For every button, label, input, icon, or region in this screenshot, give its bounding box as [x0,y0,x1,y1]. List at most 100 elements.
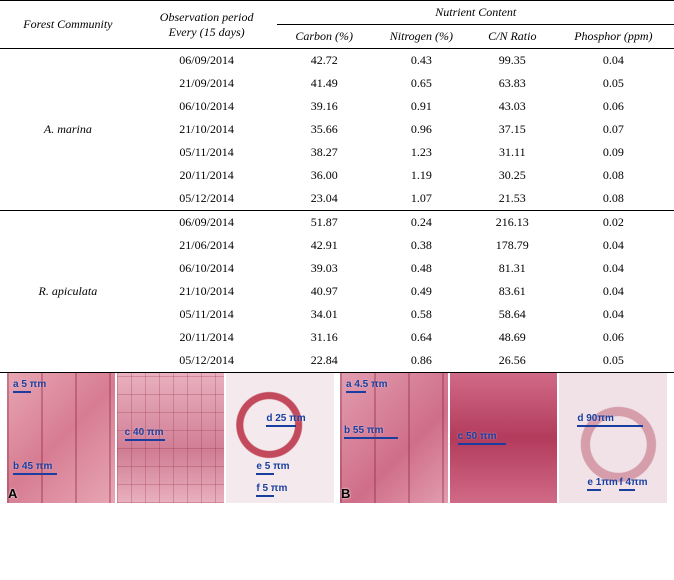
cell-phos: 0.04 [553,234,674,257]
cell-cn: 63.83 [472,72,553,95]
cell-date: 05/12/2014 [136,349,278,373]
cell-phos: 0.04 [553,280,674,303]
cell-date: 05/11/2014 [136,141,278,164]
cell-phos: 0.07 [553,118,674,141]
nutrient-table: Forest Community Observation period Ever… [0,0,674,373]
cell-nitrogen: 0.49 [371,280,472,303]
cell-phos: 0.06 [553,326,674,349]
forest-community-cell: A. marina [0,49,136,211]
meas-a-f: f 5 πm [256,483,287,497]
cell-phos: 0.08 [553,187,674,211]
cell-date: 21/06/2014 [136,234,278,257]
cell-nitrogen: 1.07 [371,187,472,211]
cell-cn: 178.79 [472,234,553,257]
table-row: A. marina06/09/201442.720.4399.350.04 [0,49,674,73]
cell-cn: 81.31 [472,257,553,280]
cell-carbon: 41.49 [277,72,370,95]
panel-b: a 4.5 πm b 55 πm c 50 πm d 90πm e 1πm [339,373,668,503]
cell-carbon: 42.91 [277,234,370,257]
panel-a-sub3: d 25 πm e 5 πm f 5 πm [226,373,334,503]
th-phosphor: Phosphor (ppm) [553,25,674,49]
panel-b-label: B [341,486,350,501]
cell-date: 06/09/2014 [136,211,278,235]
cell-cn: 26.56 [472,349,553,373]
cell-phos: 0.09 [553,141,674,164]
cell-carbon: 40.97 [277,280,370,303]
cell-phos: 0.05 [553,72,674,95]
th-cn-ratio: C/N Ratio [472,25,553,49]
cell-cn: 37.15 [472,118,553,141]
cell-carbon: 22.84 [277,349,370,373]
cell-nitrogen: 0.91 [371,95,472,118]
cell-nitrogen: 0.38 [371,234,472,257]
th-nutrient-content: Nutrient Content [277,1,674,25]
cell-date: 21/09/2014 [136,72,278,95]
micrograph-figure: a 5 πm b 45 πm c 40 πm d 25 πm e 5 πm [0,373,674,503]
cell-nitrogen: 0.86 [371,349,472,373]
meas-a-a: a 5 πm [13,379,46,393]
cell-carbon: 39.16 [277,95,370,118]
cell-cn: 216.13 [472,211,553,235]
meas-b-c: c 50 πm [458,431,506,445]
cell-phos: 0.08 [553,164,674,187]
cell-carbon: 51.87 [277,211,370,235]
th-nitrogen: Nitrogen (%) [371,25,472,49]
cell-date: 20/11/2014 [136,164,278,187]
meas-a-e: e 5 πm [256,461,289,475]
cell-cn: 83.61 [472,280,553,303]
panel-b-sub3: d 90πm e 1πm f 4πm [559,373,667,503]
cell-phos: 0.06 [553,95,674,118]
th-observation-period-l2: Every (15 days) [169,25,245,39]
cell-nitrogen: 0.48 [371,257,472,280]
cell-nitrogen: 0.65 [371,72,472,95]
th-observation-period: Observation period Every (15 days) [136,1,278,49]
cell-date: 21/10/2014 [136,118,278,141]
cell-cn: 21.53 [472,187,553,211]
cell-cn: 31.11 [472,141,553,164]
table-body: A. marina06/09/201442.720.4399.350.0421/… [0,49,674,373]
meas-b-b: b 55 πm [344,425,398,439]
cell-carbon: 35.66 [277,118,370,141]
meas-b-a: a 4.5 πm [346,379,388,393]
cell-cn: 99.35 [472,49,553,73]
cell-carbon: 34.01 [277,303,370,326]
cell-phos: 0.04 [553,49,674,73]
th-carbon: Carbon (%) [277,25,370,49]
panel-a: a 5 πm b 45 πm c 40 πm d 25 πm e 5 πm [6,373,335,503]
cell-nitrogen: 0.24 [371,211,472,235]
table-row: R. apiculata06/09/201451.870.24216.130.0… [0,211,674,235]
th-forest-community: Forest Community [0,1,136,49]
cell-carbon: 36.00 [277,164,370,187]
cell-date: 05/12/2014 [136,187,278,211]
cell-carbon: 42.72 [277,49,370,73]
cell-nitrogen: 0.58 [371,303,472,326]
cell-nitrogen: 1.19 [371,164,472,187]
cell-phos: 0.02 [553,211,674,235]
cell-phos: 0.05 [553,349,674,373]
meas-b-e: e 1πm [587,477,617,491]
panel-b-sub1: a 4.5 πm b 55 πm [340,373,448,503]
cell-date: 06/09/2014 [136,49,278,73]
cell-cn: 43.03 [472,95,553,118]
panel-b-sub2: c 50 πm [450,373,558,503]
cell-carbon: 31.16 [277,326,370,349]
cell-carbon: 39.03 [277,257,370,280]
cell-phos: 0.04 [553,257,674,280]
cell-nitrogen: 0.43 [371,49,472,73]
cell-cn: 58.64 [472,303,553,326]
forest-community-cell: R. apiculata [0,211,136,373]
cell-nitrogen: 1.23 [371,141,472,164]
cell-phos: 0.04 [553,303,674,326]
cell-carbon: 23.04 [277,187,370,211]
meas-b-f: f 4πm [619,477,647,491]
cell-carbon: 38.27 [277,141,370,164]
panel-a-sub1: a 5 πm b 45 πm [7,373,115,503]
panel-a-sub2: c 40 πm [117,373,225,503]
meas-a-b: b 45 πm [13,461,57,475]
cell-nitrogen: 0.64 [371,326,472,349]
th-observation-period-l1: Observation period [160,10,254,24]
cell-cn: 48.69 [472,326,553,349]
meas-b-d: d 90πm [577,413,643,427]
cell-date: 21/10/2014 [136,280,278,303]
meas-a-c: c 40 πm [125,427,165,441]
